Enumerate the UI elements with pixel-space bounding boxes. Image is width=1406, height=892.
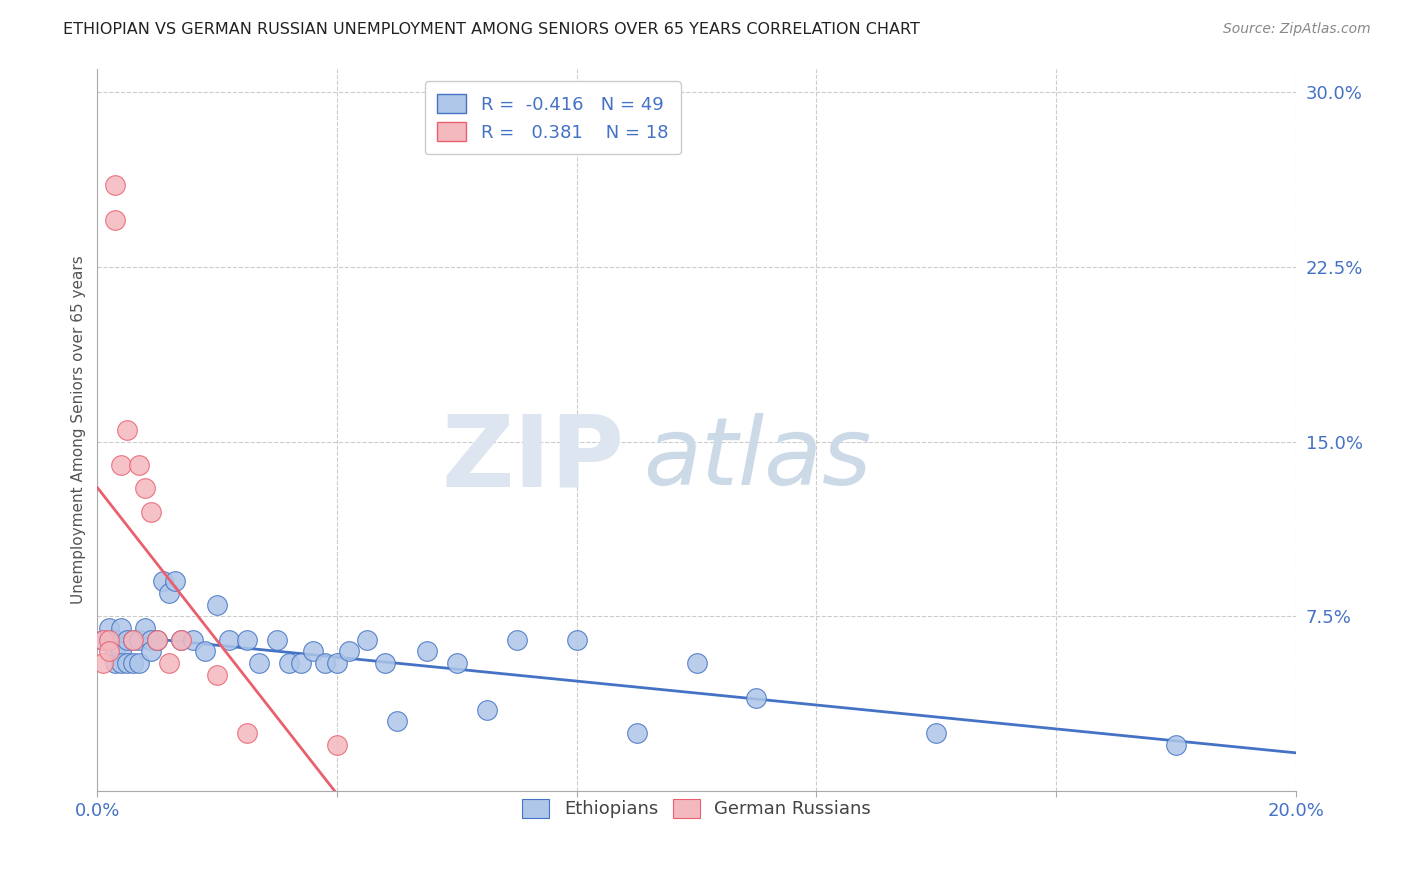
Point — [104, 213, 127, 227]
Point — [141, 504, 163, 518]
Point — [290, 656, 312, 670]
Point — [146, 632, 169, 647]
Point — [117, 656, 139, 670]
Point — [141, 644, 163, 658]
Point — [141, 632, 163, 647]
Point — [98, 632, 121, 647]
Y-axis label: Unemployment Among Seniors over 65 years: Unemployment Among Seniors over 65 years — [72, 255, 86, 604]
Point — [104, 632, 127, 647]
Point — [475, 703, 498, 717]
Point — [266, 632, 288, 647]
Point — [925, 726, 948, 740]
Point — [337, 644, 360, 658]
Point — [565, 632, 588, 647]
Point — [236, 726, 259, 740]
Point — [506, 632, 529, 647]
Point — [98, 644, 121, 658]
Point — [104, 656, 127, 670]
Point — [194, 644, 217, 658]
Point — [146, 632, 169, 647]
Point — [117, 423, 139, 437]
Point — [117, 632, 139, 647]
Point — [122, 632, 145, 647]
Point — [157, 656, 180, 670]
Point — [157, 586, 180, 600]
Text: atlas: atlas — [643, 413, 870, 504]
Point — [104, 178, 127, 193]
Point — [1164, 738, 1187, 752]
Legend: Ethiopians, German Russians: Ethiopians, German Russians — [515, 792, 877, 826]
Point — [134, 481, 156, 495]
Point — [247, 656, 270, 670]
Point — [110, 621, 132, 635]
Point — [314, 656, 336, 670]
Point — [165, 574, 187, 589]
Point — [98, 621, 121, 635]
Point — [110, 656, 132, 670]
Point — [218, 632, 240, 647]
Point — [745, 691, 768, 706]
Point — [93, 656, 115, 670]
Point — [170, 632, 193, 647]
Point — [278, 656, 301, 670]
Point — [181, 632, 204, 647]
Point — [356, 632, 378, 647]
Point — [110, 458, 132, 472]
Point — [326, 738, 349, 752]
Point — [626, 726, 648, 740]
Point — [302, 644, 325, 658]
Point — [416, 644, 439, 658]
Point — [205, 667, 228, 681]
Point — [128, 458, 150, 472]
Point — [122, 656, 145, 670]
Text: ETHIOPIAN VS GERMAN RUSSIAN UNEMPLOYMENT AMONG SENIORS OVER 65 YEARS CORRELATION: ETHIOPIAN VS GERMAN RUSSIAN UNEMPLOYMENT… — [63, 22, 920, 37]
Point — [98, 632, 121, 647]
Text: Source: ZipAtlas.com: Source: ZipAtlas.com — [1223, 22, 1371, 37]
Point — [685, 656, 707, 670]
Text: ZIP: ZIP — [441, 410, 624, 508]
Point — [122, 632, 145, 647]
Point — [446, 656, 468, 670]
Point — [128, 656, 150, 670]
Point — [128, 632, 150, 647]
Point — [326, 656, 349, 670]
Point — [152, 574, 174, 589]
Point — [385, 714, 408, 729]
Point — [205, 598, 228, 612]
Point — [93, 632, 115, 647]
Point — [93, 632, 115, 647]
Point — [104, 644, 127, 658]
Point — [110, 644, 132, 658]
Point — [170, 632, 193, 647]
Point — [236, 632, 259, 647]
Point — [134, 621, 156, 635]
Point — [374, 656, 396, 670]
